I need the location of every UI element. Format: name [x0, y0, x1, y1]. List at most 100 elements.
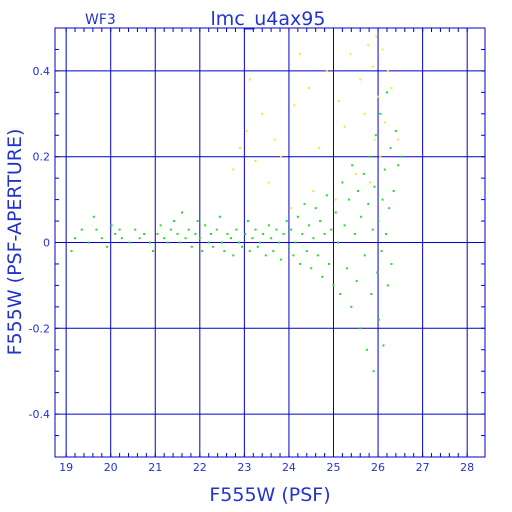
- data-point: [385, 91, 388, 94]
- data-point: [328, 262, 331, 265]
- data-point: [379, 112, 382, 115]
- data-point: [244, 232, 247, 235]
- data-point: [95, 228, 98, 231]
- data-point: [351, 164, 354, 167]
- data-point: [339, 292, 342, 295]
- data-point: [380, 250, 383, 253]
- data-point: [296, 215, 299, 218]
- y-tick-label: 0: [43, 237, 50, 250]
- data-point: [377, 318, 380, 321]
- data-point: [385, 232, 388, 235]
- data-point: [262, 232, 265, 235]
- data-point: [373, 138, 376, 141]
- data-point: [254, 228, 257, 231]
- data-point: [386, 284, 389, 287]
- data-point: [238, 147, 241, 150]
- data-point: [382, 344, 385, 347]
- y-tick-label: -0.2: [29, 322, 50, 335]
- data-point: [212, 245, 215, 248]
- data-point: [316, 254, 319, 257]
- data-point: [100, 237, 103, 240]
- data-point: [275, 228, 278, 231]
- data-point: [180, 211, 183, 214]
- data-point: [230, 237, 233, 240]
- data-point: [371, 65, 374, 68]
- data-point: [377, 220, 380, 223]
- data-point: [176, 232, 179, 235]
- tick-labels: 19 20 21 22 23 24 25 26 27 28 -0.4 -0.2 0 0.2 0.4: [29, 65, 475, 474]
- data-point: [74, 237, 77, 240]
- data-point: [360, 215, 363, 218]
- data-point: [299, 52, 302, 55]
- data-point: [374, 134, 377, 137]
- data-point: [194, 232, 197, 235]
- x-tick-label: 25: [326, 461, 340, 474]
- data-point: [334, 198, 337, 201]
- data-point: [256, 245, 259, 248]
- data-point: [345, 267, 348, 270]
- data-point: [254, 159, 257, 162]
- data-point: [294, 241, 297, 244]
- y-tick-label: 0.4: [33, 65, 51, 78]
- data-point: [390, 262, 393, 265]
- data-point: [159, 224, 162, 227]
- x-tick-label: 20: [104, 461, 118, 474]
- plot-frame: [54, 27, 486, 458]
- data-point: [267, 181, 270, 184]
- data-point: [143, 232, 146, 235]
- data-point: [290, 207, 293, 210]
- data-point: [172, 220, 175, 223]
- data-point: [279, 155, 282, 158]
- data-point: [152, 250, 155, 253]
- data-point: [285, 220, 288, 223]
- data-point: [207, 241, 210, 244]
- data-point: [359, 327, 362, 330]
- x-tick-label: 24: [282, 461, 296, 474]
- data-point: [166, 241, 169, 244]
- data-point: [397, 138, 400, 141]
- data-point: [148, 241, 151, 244]
- data-point: [215, 228, 218, 231]
- data-point: [390, 87, 393, 90]
- data-point: [367, 44, 370, 47]
- data-point: [226, 232, 229, 235]
- x-tick-label: 23: [237, 461, 251, 474]
- x-tick-label: 26: [371, 461, 385, 474]
- data-point: [343, 125, 346, 128]
- data-point: [348, 198, 351, 201]
- data-point: [245, 129, 248, 132]
- data-point: [377, 95, 380, 98]
- data-point: [369, 155, 372, 158]
- data-point: [169, 228, 172, 231]
- data-point: [287, 245, 290, 248]
- data-point: [359, 78, 362, 81]
- data-point: [156, 232, 159, 235]
- data-point: [110, 224, 113, 227]
- data-point: [337, 99, 340, 102]
- data-point: [190, 245, 193, 248]
- data-point: [70, 250, 73, 253]
- data-point: [196, 220, 199, 223]
- data-point: [332, 284, 335, 287]
- data-point: [114, 232, 117, 235]
- data-point: [235, 228, 238, 231]
- data-point: [223, 250, 226, 253]
- data-point: [376, 271, 379, 274]
- data-point: [362, 172, 365, 175]
- data-point: [204, 224, 207, 227]
- y-tick-label: -0.4: [29, 408, 50, 421]
- data-point: [292, 254, 295, 257]
- data-point: [354, 172, 357, 175]
- data-point: [312, 190, 315, 193]
- data-point: [357, 190, 360, 193]
- data-point: [251, 237, 254, 240]
- data-point: [299, 262, 302, 265]
- data-point: [218, 215, 221, 218]
- data-point: [184, 237, 187, 240]
- data-point: [397, 164, 400, 167]
- data-point: [261, 112, 264, 115]
- data-point: [178, 241, 181, 244]
- x-tick-label: 21: [148, 461, 162, 474]
- data-point: [264, 254, 267, 257]
